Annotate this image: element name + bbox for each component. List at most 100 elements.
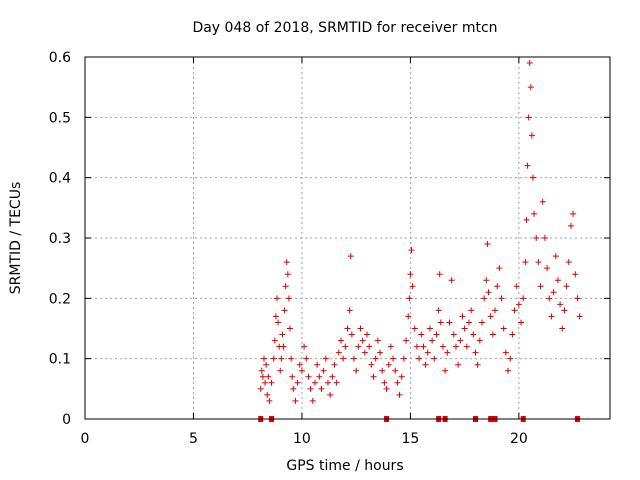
data-point <box>327 391 334 398</box>
data-point <box>257 385 264 392</box>
data-point <box>535 259 542 266</box>
data-point <box>450 331 457 338</box>
data-point <box>287 325 294 332</box>
data-point <box>429 337 436 344</box>
x-axis-label: GPS time / hours <box>286 458 403 474</box>
data-point <box>390 355 397 362</box>
data-point <box>258 367 265 374</box>
data-point <box>272 313 279 320</box>
data-point <box>264 391 271 398</box>
data-point <box>278 355 285 362</box>
data-point <box>527 84 534 91</box>
data-point <box>383 385 390 392</box>
y-axis-label: SRMTID / TECUs <box>8 182 24 295</box>
y-tick-label: 0.5 <box>49 110 71 126</box>
data-point <box>405 313 412 320</box>
data-point <box>305 373 312 380</box>
data-point <box>552 253 559 260</box>
data-point <box>484 241 491 248</box>
data-point <box>446 319 453 326</box>
data-point <box>392 367 399 374</box>
x-tick-label: 20 <box>510 431 528 447</box>
data-point <box>526 60 533 67</box>
data-point <box>280 343 287 350</box>
data-point <box>509 331 516 338</box>
y-tick-label: 0.2 <box>49 291 71 307</box>
data-point <box>407 271 414 278</box>
y-tick-labels: 0 0.1 0.2 0.3 0.4 0.5 0.6 <box>49 50 71 428</box>
data-point <box>377 349 384 356</box>
data-point <box>531 210 538 217</box>
data-point <box>550 289 557 296</box>
data-point <box>476 337 483 344</box>
data-point <box>279 331 286 338</box>
data-point <box>387 343 394 350</box>
data-point <box>537 283 544 290</box>
data-point <box>364 331 371 338</box>
data-point <box>301 343 308 350</box>
data-point <box>570 210 577 217</box>
data-point <box>361 349 368 356</box>
data-point <box>372 355 379 362</box>
y-tick-label: 0 <box>62 412 71 428</box>
data-point <box>437 319 444 326</box>
data-point <box>431 355 438 362</box>
data-point <box>418 331 425 338</box>
data-point <box>483 277 490 284</box>
data-point <box>442 367 449 374</box>
data-point <box>284 271 291 278</box>
data-point <box>420 343 427 350</box>
data-point <box>528 132 535 139</box>
data-point <box>346 307 353 314</box>
data-point <box>502 349 509 356</box>
data-point <box>381 379 388 386</box>
data-point <box>565 259 572 266</box>
data-point <box>518 319 525 326</box>
data-point <box>561 307 568 314</box>
data-point <box>337 337 344 344</box>
data-point <box>298 367 305 374</box>
data-point <box>403 337 410 344</box>
data-point <box>433 331 440 338</box>
data-point <box>259 373 266 380</box>
data-point <box>520 295 527 302</box>
data-point <box>576 313 583 320</box>
data-point <box>288 355 295 362</box>
data-point <box>316 373 323 380</box>
data-point <box>533 235 540 241</box>
data-point <box>513 283 520 290</box>
data-point <box>422 361 429 368</box>
data-point <box>468 307 475 314</box>
data-point <box>481 295 488 302</box>
data-point <box>289 373 296 380</box>
data-point <box>283 259 290 266</box>
data-point <box>357 325 364 332</box>
data-point <box>539 198 546 205</box>
data-point <box>548 313 555 320</box>
data-point <box>544 265 551 272</box>
data-point <box>285 295 292 302</box>
data-point <box>435 307 442 314</box>
data-point <box>351 355 358 362</box>
data-point <box>416 355 423 362</box>
data-point <box>424 349 431 356</box>
data-point <box>348 331 355 338</box>
data-point <box>563 283 570 290</box>
y-tick-label: 0.4 <box>49 171 71 187</box>
data-point <box>347 253 354 260</box>
data-point <box>368 361 375 368</box>
data-point <box>320 367 327 374</box>
data-point <box>263 361 270 368</box>
y-tick-label: 0.3 <box>49 231 71 247</box>
data-point <box>353 367 360 374</box>
gridlines <box>85 57 610 419</box>
chart-title: Day 048 of 2018, SRMTID for receiver mtc… <box>192 20 497 36</box>
data-point <box>474 361 481 368</box>
data-point <box>282 283 289 290</box>
x-tick-label: 15 <box>401 431 419 447</box>
data-point <box>448 277 455 284</box>
data-point <box>408 247 415 254</box>
data-point <box>275 319 282 326</box>
data-point <box>359 337 366 344</box>
data-point <box>524 162 531 169</box>
